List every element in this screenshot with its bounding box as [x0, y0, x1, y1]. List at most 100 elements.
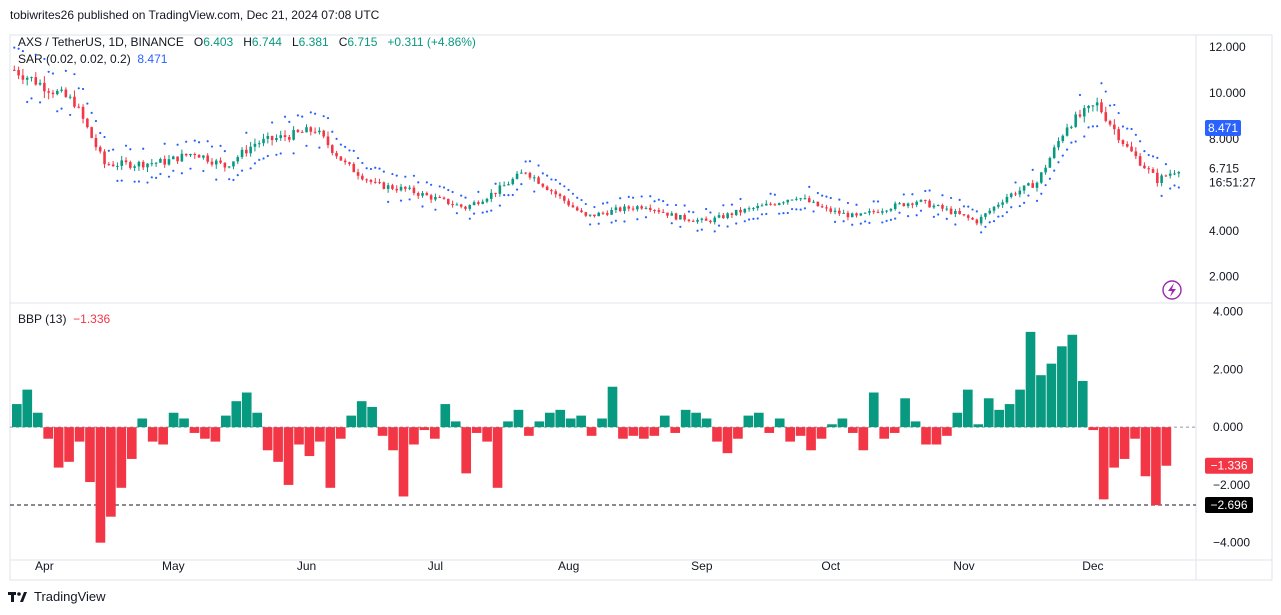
- candle-body: [206, 155, 209, 162]
- candle-body: [339, 156, 343, 161]
- open-label: O: [193, 35, 204, 49]
- low-label: L: [291, 35, 299, 49]
- candle-body: [1134, 151, 1138, 157]
- sar-dot: [606, 201, 609, 204]
- candle-body: [795, 198, 798, 200]
- candle-body: [163, 158, 166, 165]
- candle-body: [524, 172, 527, 174]
- sar-dot: [597, 222, 600, 225]
- sar-dot: [898, 211, 901, 214]
- bbp-label[interactable]: BBP (13): [18, 312, 67, 326]
- candle-body: [765, 203, 768, 206]
- candle-body: [550, 190, 553, 192]
- sar-dot: [1001, 214, 1004, 218]
- sar-dot: [1023, 201, 1026, 204]
- symbol-name[interactable]: AXS / TetherUS, 1D, BINANCE: [18, 35, 184, 49]
- bbp-tick-label: −2.000: [1213, 478, 1250, 492]
- candle-body: [326, 136, 330, 146]
- sar-dot: [202, 169, 205, 173]
- sar-dot: [1031, 168, 1034, 171]
- sar-dot: [670, 222, 673, 225]
- candle-body: [644, 207, 648, 209]
- sar-dot: [705, 207, 708, 211]
- sar-dot: [610, 221, 613, 224]
- sar-dot: [735, 222, 738, 225]
- candle-body: [756, 206, 759, 209]
- candle-body: [945, 208, 949, 210]
- candle-body: [408, 187, 411, 189]
- footer-brand: TradingView: [34, 589, 106, 604]
- candle-body: [124, 160, 128, 163]
- bbp-bar: [795, 427, 806, 436]
- sar-dot: [962, 205, 966, 208]
- sar-dot: [1139, 140, 1142, 143]
- sar-dot: [81, 87, 85, 91]
- bbp-tick-label: −4.000: [1213, 536, 1250, 550]
- sar-dot: [1177, 186, 1180, 189]
- sar-dot: [1113, 103, 1116, 107]
- sar-dot: [1040, 192, 1043, 195]
- candle-body: [1057, 141, 1060, 148]
- sar-dot: [627, 195, 630, 198]
- sar-dot: [1173, 184, 1176, 187]
- candle-body: [580, 210, 583, 213]
- candle-body: [60, 89, 63, 91]
- candle-body: [923, 199, 927, 201]
- sar-dot: [593, 205, 596, 209]
- sar-dot: [1134, 133, 1137, 136]
- sar-dot: [391, 172, 394, 176]
- sar-dot: [451, 190, 454, 194]
- candle-body: [1018, 190, 1022, 195]
- sar-dot: [374, 166, 377, 169]
- x-tick-label: Dec: [1082, 559, 1103, 573]
- candle-body: [373, 181, 377, 183]
- bbp-bar: [398, 427, 409, 497]
- sar-dot: [408, 198, 411, 201]
- candle-body: [1070, 126, 1073, 128]
- candle-body: [361, 175, 364, 180]
- sar-dot: [64, 69, 67, 72]
- sar-dot: [155, 176, 158, 179]
- bbp-bar: [743, 415, 754, 428]
- candle-body: [752, 208, 755, 210]
- bbp-bar: [482, 427, 492, 442]
- sar-dot: [206, 140, 209, 143]
- candle-body: [77, 106, 81, 108]
- tradingview-logo-icon[interactable]: [8, 590, 28, 604]
- sar-label[interactable]: SAR (0.02, 0.02, 0.2): [18, 52, 131, 66]
- sar-legend: SAR (0.02, 0.02, 0.2) 8.471: [18, 52, 167, 66]
- candle-body: [451, 204, 454, 206]
- candle-body: [1052, 147, 1056, 158]
- sar-dot: [666, 203, 669, 206]
- candle-body: [627, 206, 631, 209]
- candle-body: [949, 208, 953, 214]
- candle-body: [116, 165, 119, 167]
- sar-dot: [937, 213, 940, 216]
- bbp-bar: [356, 401, 367, 428]
- bbp-bar: [492, 427, 503, 488]
- candle-body: [455, 204, 459, 206]
- sar-dot: [554, 178, 557, 181]
- candle-body: [670, 213, 674, 216]
- candle-body: [309, 127, 313, 132]
- bbp-bar: [231, 401, 242, 428]
- lightning-icon[interactable]: [1162, 280, 1182, 300]
- bbp-bar: [868, 392, 879, 428]
- bbp-bar: [816, 427, 827, 439]
- sar-dot: [563, 185, 566, 188]
- sar-dot: [679, 225, 682, 228]
- candle-body: [1048, 157, 1052, 168]
- candle-body: [833, 210, 837, 212]
- candle-body: [90, 127, 93, 138]
- sar-dot: [30, 97, 33, 100]
- sar-dot: [124, 144, 128, 147]
- candle-body: [472, 202, 476, 206]
- sar-dot: [236, 174, 239, 177]
- candle-body: [434, 197, 437, 200]
- sar-dot: [928, 189, 931, 192]
- bbp-bar: [806, 427, 816, 451]
- sar-dot: [1044, 184, 1047, 187]
- sar-dot: [812, 210, 815, 213]
- sar-dot: [369, 167, 373, 171]
